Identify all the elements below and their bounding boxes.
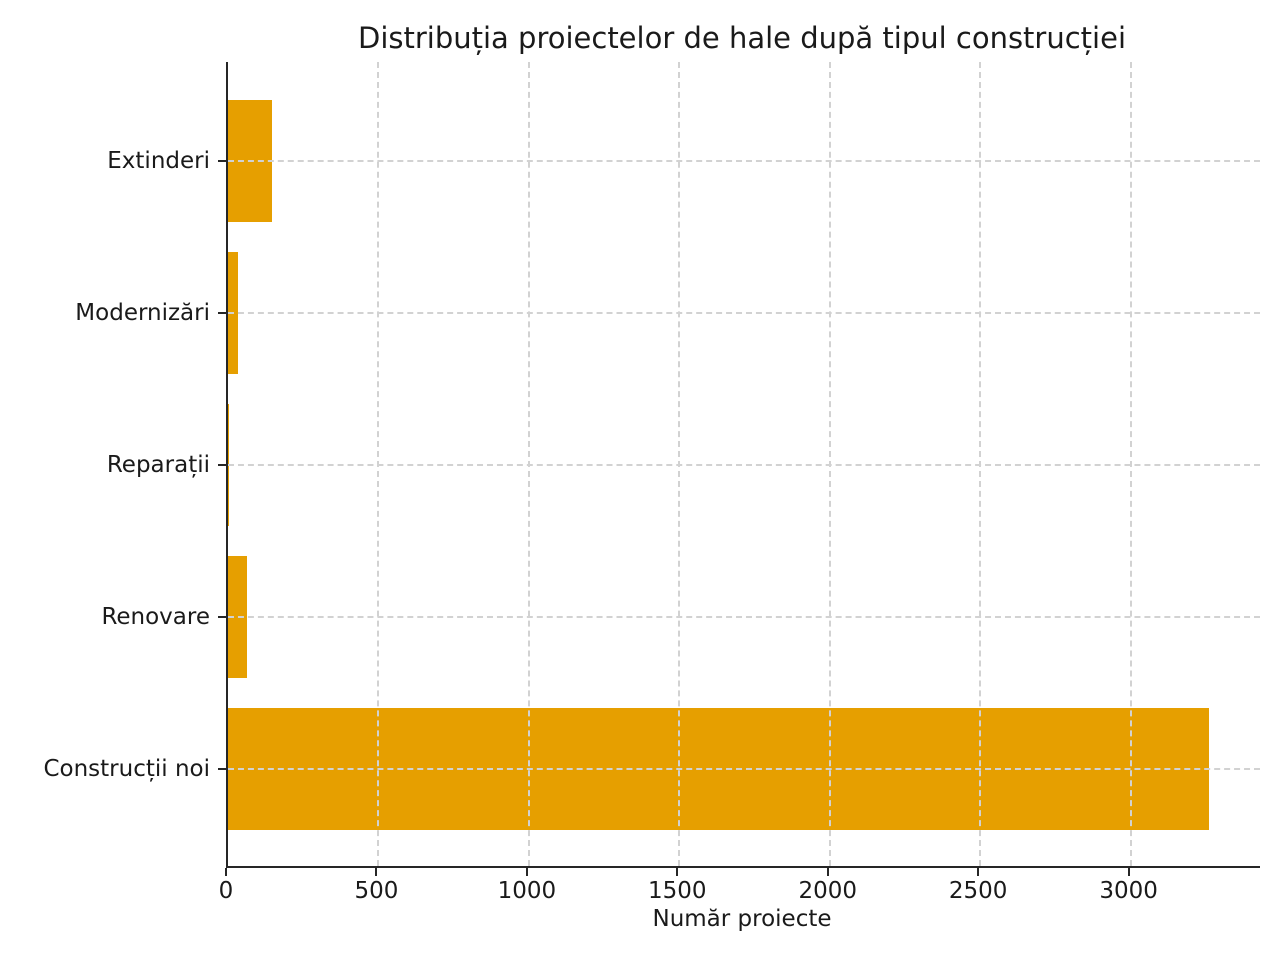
x-tick-label-3000: 3000 (1099, 878, 1158, 904)
y-tick-label-renovare: Renovare (101, 604, 210, 630)
x-tick-mark-2000 (826, 868, 829, 876)
y-tick-mark-reparatii (218, 464, 226, 466)
x-tick-mark-1000 (525, 868, 528, 876)
x-tick-label-0: 0 (218, 878, 234, 904)
x-tick-mark-2500 (977, 868, 980, 876)
x-tick-mark-1500 (676, 868, 679, 876)
y-tick-mark-modernizari (218, 312, 226, 314)
h-gridline-renovare (228, 616, 1260, 618)
x-tick-label-2000: 2000 (798, 878, 857, 904)
x-tick-mark-500 (375, 868, 378, 876)
y-tick-label-modernizari: Modernizări (75, 300, 210, 326)
v-gridline-2500 (979, 62, 982, 866)
x-tick-label-1500: 1500 (648, 878, 707, 904)
x-tick-label-2500: 2500 (948, 878, 1008, 904)
y-tick-mark-extinderi (218, 160, 226, 162)
h-gridline-extinderi (228, 160, 1260, 162)
h-gridline-reparatii (228, 464, 1260, 466)
v-gridline-500 (377, 62, 380, 866)
y-tick-label-extinderi: Extinderi (107, 148, 210, 174)
x-axis-label: Număr proiecte (652, 906, 832, 932)
x-tick-mark-0 (225, 868, 227, 876)
y-tick-label-constructii-noi: Construcții noi (43, 756, 210, 782)
v-gridline-2000 (828, 62, 831, 866)
y-tick-label-reparatii: Reparații (106, 452, 210, 478)
x-tick-mark-3000 (1127, 868, 1130, 876)
y-tick-mark-renovare (218, 616, 226, 618)
h-gridline-constructii-noi (228, 768, 1260, 770)
plot-area (226, 62, 1260, 868)
h-gridline-modernizari (228, 312, 1260, 314)
y-tick-mark-constructii-noi (218, 768, 226, 770)
x-tick-label-1000: 1000 (497, 878, 557, 904)
v-gridline-1000 (527, 62, 530, 866)
chart-title: Distribuția proiectelor de hale după tip… (357, 21, 1127, 55)
x-tick-label-500: 500 (354, 878, 399, 904)
v-gridline-1500 (678, 62, 681, 866)
v-gridline-3000 (1129, 62, 1132, 866)
